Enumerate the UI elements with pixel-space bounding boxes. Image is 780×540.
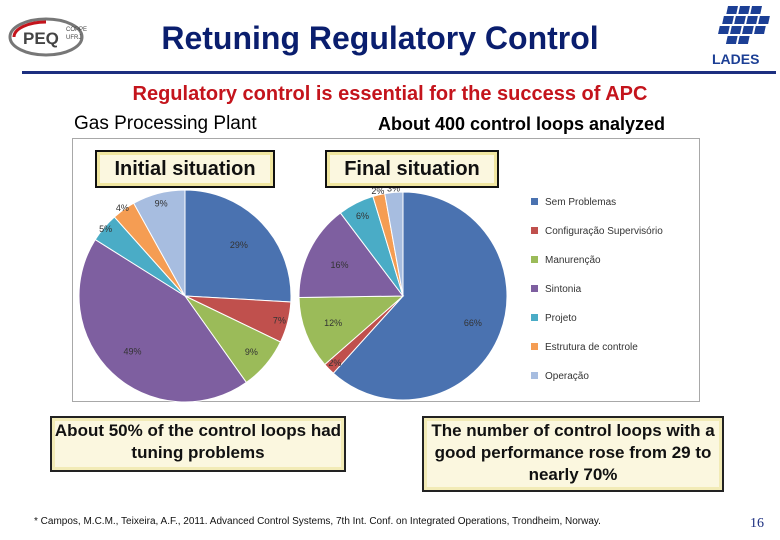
initial-slice-1: [184, 189, 292, 303]
legend-label-7: Operação: [545, 371, 589, 382]
final-slice-1: [332, 191, 508, 401]
peq-logo-text: PEQ: [23, 29, 59, 48]
initial-slice-label-3: 9%: [245, 347, 258, 357]
title-divider: [22, 71, 776, 74]
legend-swatch-3: [531, 256, 538, 263]
peq-logo-small-top: COPPE: [66, 27, 87, 33]
initial-slice-4: [78, 238, 248, 403]
legend-item: Sintonia: [531, 284, 582, 295]
final-slice-label-7: 3%: [387, 183, 400, 193]
legend-item: Configuração Supervisório: [531, 226, 663, 237]
initial-slice-label-4: 49%: [124, 346, 142, 356]
lades-logo: LADES: [712, 6, 770, 67]
legend-label-3: Manurenção: [545, 255, 601, 266]
performance-callout: The number of control loops with a good …: [422, 416, 724, 492]
initial-slice-label-1: 29%: [230, 240, 248, 250]
final-slice-label-5: 6%: [356, 211, 369, 221]
legend-label-6: Estrutura de controle: [545, 342, 638, 353]
loops-analyzed-label: About 400 control loops analyzed: [378, 114, 666, 134]
initial-slice-label-5: 5%: [99, 224, 112, 234]
initial-slice-label-6: 4%: [116, 203, 129, 213]
legend-item: Operação: [531, 371, 589, 382]
final-slice-7: [384, 191, 404, 297]
legend-label-4: Sintonia: [545, 284, 582, 295]
final-slice-4: [298, 212, 404, 299]
final-slice-label-1: 66%: [464, 318, 482, 328]
tuning-problems-callout: About 50% of the control loops had tunin…: [50, 416, 346, 472]
peq-logo-small-bottom: UFRJ: [66, 35, 81, 41]
legend-item: Sem Problemas: [531, 197, 616, 208]
chart-legend: Sem Problemas Configuração Supervisório Ma…: [531, 197, 663, 382]
legend-label-1: Sem Problemas: [545, 197, 616, 208]
legend-item: Manurenção: [531, 255, 601, 266]
slide-title: Retuning Regulatory Control: [161, 20, 599, 56]
legend-item: Estrutura de controle: [531, 342, 638, 353]
legend-swatch-4: [531, 285, 538, 292]
final-situation-title: Final situation: [325, 150, 499, 188]
legend-item: Projeto: [531, 313, 577, 324]
slide-subtitle: Regulatory control is essential for the …: [132, 83, 648, 105]
peq-logo: PEQ COPPE UFRJ: [8, 17, 87, 57]
legend-swatch-5: [531, 314, 538, 321]
legend-label-5: Projeto: [545, 313, 577, 324]
initial-situation-title: Initial situation: [95, 150, 275, 188]
plant-label: Gas Processing Plant: [74, 113, 257, 134]
initial-slice-label-7: 9%: [155, 199, 168, 209]
page-number: 16: [750, 516, 764, 531]
legend-swatch-7: [531, 372, 538, 379]
final-slice-label-2: 2%: [328, 358, 341, 368]
footnote: * Campos, M.C.M., Teixeira, A.F., 2011. …: [34, 516, 601, 527]
final-slice-label-6: 2%: [371, 186, 384, 196]
legend-swatch-6: [531, 343, 538, 350]
final-pie: 66%2%12%16%6%2% 3%: [298, 183, 508, 401]
final-slice-label-3: 12%: [324, 318, 342, 328]
initial-slice-label-2: 7%: [273, 315, 286, 325]
initial-pie: 29% 7% 9% 49% 5% 4% 9%: [78, 189, 292, 403]
legend-swatch-1: [531, 198, 538, 205]
final-slice-3: [298, 295, 405, 366]
legend-label-2: Configuração Supervisório: [545, 226, 663, 237]
final-slice-label-4: 16%: [330, 260, 348, 270]
initial-slice-7: [133, 189, 186, 297]
legend-swatch-2: [531, 227, 538, 234]
lades-logo-text: LADES: [712, 51, 759, 67]
